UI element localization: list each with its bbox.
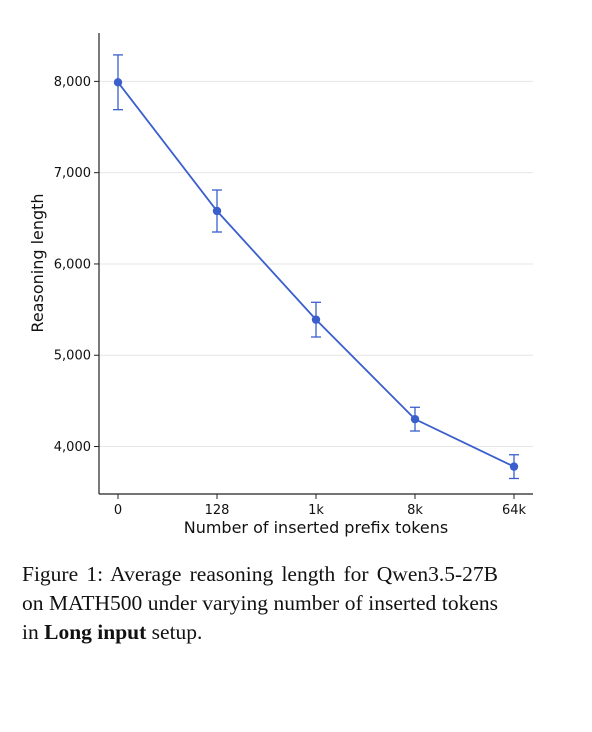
data-point (410, 414, 420, 424)
y-tick-label: 5,000 (54, 349, 91, 364)
data-point (212, 206, 222, 216)
caption-bold-text: Long input (44, 620, 147, 644)
x-tick-label: 1k (308, 503, 324, 518)
y-tick-label: 7,000 (54, 166, 91, 181)
y-ticks: 4,000 5,000 6,000 7,000 8,000 (54, 75, 99, 455)
x-tick-label: 128 (205, 503, 230, 518)
x-axis-label: Number of inserted prefix tokens (184, 518, 449, 537)
x-tick-label: 0 (114, 503, 122, 518)
y-tick-label: 4,000 (54, 440, 91, 455)
caption-suffix: setup. (146, 620, 203, 644)
caption-text: Figure 1: Average reasoning length for Q… (22, 562, 498, 644)
figure-caption: Figure 1: Average reasoning length for Q… (22, 560, 498, 647)
y-axis-label: Reasoning length (28, 193, 47, 332)
y-tick-label: 6,000 (54, 257, 91, 272)
x-ticks: 0 128 1k 8k 64k (114, 494, 527, 518)
series-group (113, 54, 519, 480)
data-point (311, 315, 321, 324)
x-tick-label: 8k (407, 503, 423, 518)
x-tick-label: 64k (502, 503, 527, 518)
series-line (117, 81, 515, 468)
y-tick-label: 8,000 (54, 75, 91, 90)
grid-lines (99, 80, 533, 448)
line-chart: 4,000 5,000 6,000 7,000 8,000 0 128 1k 8k 64k Re… (28, 33, 533, 537)
data-point (113, 78, 123, 87)
data-point (509, 462, 519, 471)
